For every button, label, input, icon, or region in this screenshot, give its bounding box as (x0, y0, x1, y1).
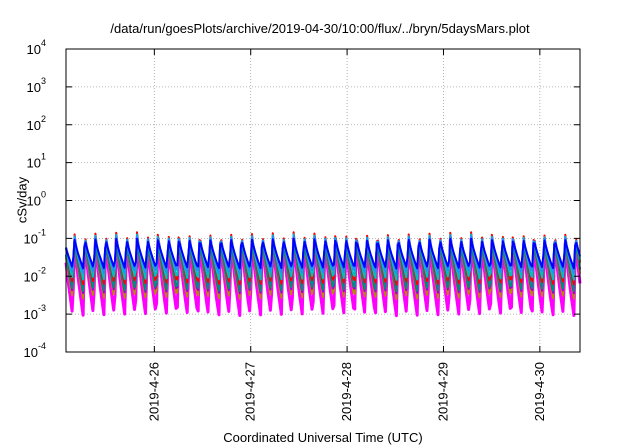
y-tick-label: 10-1 (24, 227, 46, 246)
chart-title: /data/run/goesPlots/archive/2019-04-30/1… (110, 21, 530, 36)
x-tick-label: 2019-4-26 (146, 362, 161, 421)
y-tick-label: 102 (27, 114, 46, 133)
y-tick-exponent: 0 (41, 190, 46, 200)
y-tick-exponent: -3 (38, 303, 46, 313)
series-line (65, 237, 581, 270)
y-tick-label: 101 (27, 152, 46, 171)
axes (65, 48, 581, 353)
tick-labels: 10-410-310-210-11001011021031042019-4-26… (24, 38, 547, 421)
x-tick-label: 2019-4-30 (532, 362, 547, 421)
y-tick-exponent: -1 (38, 227, 46, 237)
y-tick-label: 10-3 (24, 303, 46, 322)
y-tick-exponent: 3 (41, 76, 46, 86)
y-tick-label: 103 (27, 76, 46, 95)
y-tick-label: 10-4 (24, 341, 46, 360)
plot-frame (65, 48, 581, 353)
data-series (64, 231, 582, 318)
y-tick-exponent: 4 (41, 38, 46, 48)
y-tick-label: 10-2 (24, 265, 46, 284)
x-tick-label: 2019-4-27 (243, 362, 258, 421)
x-tick-label: 2019-4-28 (339, 362, 354, 421)
series-line (65, 237, 581, 293)
y-tick-exponent: 2 (41, 114, 46, 124)
x-tick-label: 2019-4-29 (435, 362, 450, 421)
y-tick-exponent: 1 (41, 152, 46, 162)
y-tick-label: 104 (27, 38, 46, 57)
y-tick-exponent: -2 (38, 265, 46, 275)
y-axis-label: cSv/day (14, 176, 30, 224)
x-axis-label: Coordinated Universal Time (UTC) (223, 430, 423, 445)
y-tick-exponent: -4 (38, 341, 46, 351)
